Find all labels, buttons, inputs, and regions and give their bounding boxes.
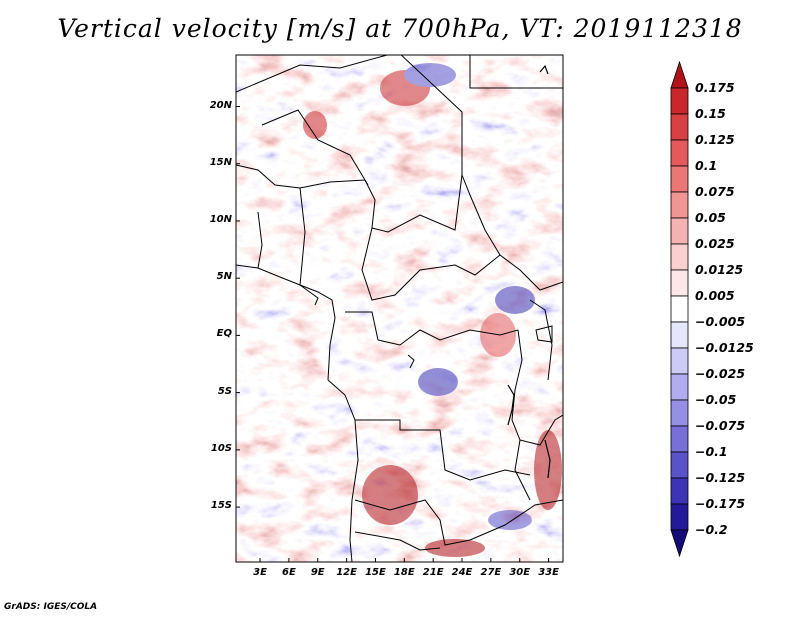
- colorbar-swatch: [670, 529, 689, 558]
- colorbar-label: 0.0125: [695, 262, 744, 277]
- lat-ticks: [236, 106, 240, 508]
- colorbar-label: 0.005: [695, 288, 735, 303]
- chart-title: Vertical velocity [m/s] at 700hPa, VT: 2…: [57, 14, 743, 43]
- lon-label: 12E: [336, 567, 357, 578]
- colorbar-label: 0.025: [695, 236, 735, 251]
- lon-ticks: [259, 558, 550, 562]
- colorbar-label: 0.1: [695, 158, 718, 173]
- colorbar-swatch: [670, 60, 689, 89]
- lat-label: 10S: [210, 442, 232, 454]
- colorbar-swatch: [670, 113, 689, 141]
- colorbar-label: −0.1: [695, 444, 728, 459]
- colorbar-swatch: [670, 165, 689, 193]
- colorbar-swatch: [670, 321, 689, 349]
- country-borders: [236, 55, 563, 562]
- colorbar-swatch: [670, 269, 689, 297]
- colorbar-label: −0.05: [695, 392, 737, 407]
- lon-label: 21E: [422, 567, 444, 578]
- lon-label: 9E: [310, 567, 325, 578]
- colorbar-swatch: [670, 243, 689, 271]
- lat-label: 5S: [217, 385, 232, 397]
- colorbar-swatch: [670, 191, 689, 219]
- colorbar-label: −0.175: [695, 496, 746, 511]
- lat-label: 5N: [216, 271, 232, 283]
- colorbar-label: −0.005: [695, 314, 746, 329]
- colorbar-swatch: [670, 477, 689, 505]
- lat-label: 10N: [209, 213, 232, 225]
- colorbar-swatch: [670, 347, 689, 375]
- colorbar-swatch: [670, 87, 689, 115]
- colorbar-label: −0.0125: [695, 340, 754, 355]
- lon-label: 18E: [393, 567, 415, 578]
- lon-label: 27E: [480, 567, 502, 578]
- colorbar-label: 0.125: [695, 132, 735, 147]
- plot-frame: [235, 54, 564, 563]
- colorbar-swatch: [670, 217, 689, 245]
- colorbar-label: −0.025: [695, 366, 746, 381]
- lat-label: 15S: [210, 500, 232, 512]
- colorbar-label: 0.05: [695, 210, 726, 225]
- colorbar-swatch: [670, 451, 689, 479]
- lat-label: EQ: [216, 328, 232, 340]
- lon-label: 33E: [538, 567, 559, 578]
- colorbar-label: −0.2: [695, 522, 728, 537]
- grads-credit: GrADS: IGES/COLA: [4, 602, 98, 612]
- colorbar-label: 0.075: [695, 184, 735, 199]
- colorbar-swatch: [670, 295, 689, 323]
- lon-label: 24E: [451, 567, 473, 578]
- colorbar-label: −0.075: [695, 418, 746, 433]
- lon-label: 6E: [281, 567, 296, 578]
- velocity-field: [236, 55, 563, 562]
- lon-label: 15E: [365, 567, 386, 578]
- colorbar-swatch: [670, 139, 689, 167]
- lon-label: 30E: [509, 567, 531, 578]
- colorbar-label: −0.125: [695, 470, 746, 485]
- colorbar: [670, 60, 689, 558]
- lat-label: 15N: [209, 156, 232, 168]
- colorbar-label: 0.175: [695, 80, 735, 95]
- colorbar-swatch: [670, 425, 689, 453]
- colorbar-swatch: [670, 399, 689, 427]
- lat-label: 20N: [209, 99, 232, 111]
- colorbar-swatch: [670, 373, 689, 401]
- colorbar-label: 0.15: [695, 106, 726, 121]
- lon-label: 3E: [253, 567, 267, 578]
- colorbar-swatch: [670, 503, 689, 531]
